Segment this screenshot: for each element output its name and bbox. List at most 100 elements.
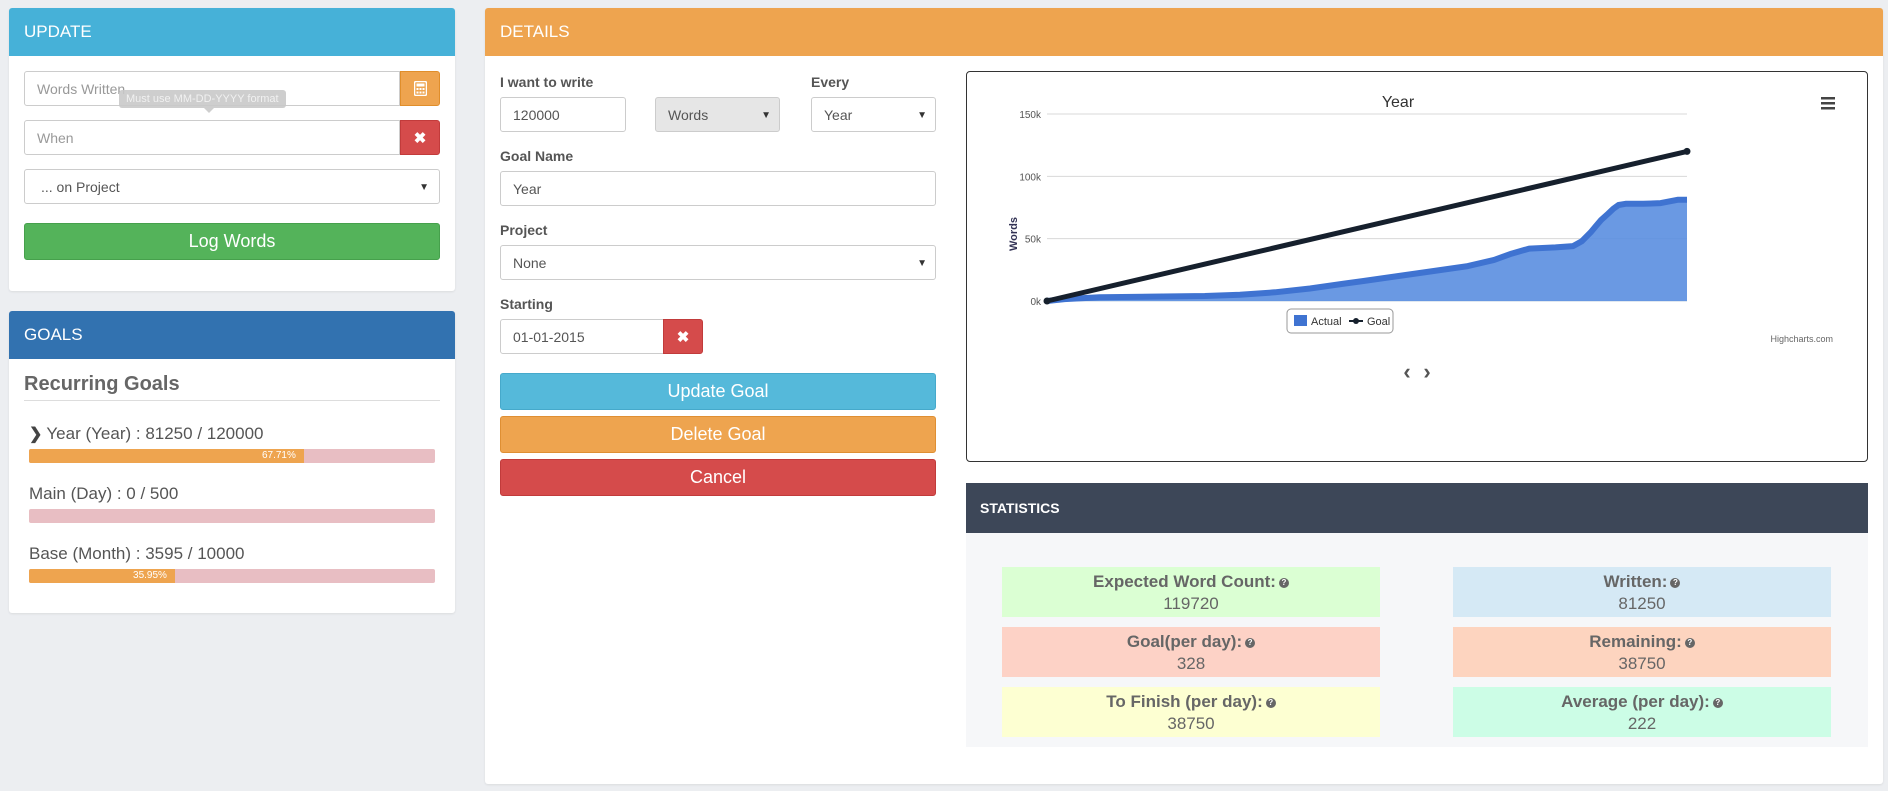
goal-name-input[interactable]: Year [500,171,936,206]
help-icon[interactable]: ? [1278,578,1289,588]
goal-item-main[interactable]: Main (Day) : 0 / 500 [29,483,435,523]
goal-point [1683,147,1691,155]
stat-value: 119720 [1163,594,1219,613]
chart-legend: Actual Goal [1286,308,1394,334]
stat-label: To Finish (per day): [1106,692,1263,711]
chart-menu-button[interactable] [1819,96,1837,112]
details-panel: DETAILS I want to write 120000 Words ▼ E… [485,8,1883,784]
stat-label: Expected Word Count: [1093,572,1276,591]
stat-label: Written: [1603,572,1668,591]
update-panel: UPDATE Words Written When ✖ Must use MM-… [9,8,455,291]
statistics-body: Expected Word Count:? 119720 Written:? 8… [966,533,1868,747]
delete-goal-button[interactable]: Delete Goal [500,416,936,453]
goals-panel-title: GOALS [9,311,455,359]
close-icon: ✖ [676,328,690,346]
goal-amount-input[interactable]: 120000 [500,97,626,132]
calculator-button[interactable] [400,71,440,106]
recurring-goals-heading: Recurring Goals [24,373,440,401]
y-tick-label: 150k [1019,110,1042,121]
chart-svg: Year Words 0k 50k 100k 150k Actual [1008,94,1837,384]
i-want-to-write-label: I want to write [500,74,594,90]
unit-select-value: Words [668,106,709,123]
help-icon[interactable]: ? [1712,698,1723,708]
caret-down-icon: ▼ [917,258,927,269]
goal-name-label: Goal Name [500,148,574,164]
help-icon[interactable]: ? [1245,638,1256,648]
chart-prev-button[interactable]: ‹ [1403,359,1410,384]
date-format-tooltip: Must use MM-DD-YYYY format [119,90,286,113]
stat-expected-word-count: Expected Word Count:? 119720 [1002,567,1380,617]
every-select[interactable]: Year ▼ [811,97,936,132]
stat-value: 38750 [1167,714,1215,733]
goal-series-markers [1043,147,1691,305]
caret-down-icon: ▼ [761,110,771,121]
calculator-icon [413,81,427,96]
when-group: When ✖ [24,120,440,155]
help-icon[interactable]: ? [1670,578,1681,588]
stat-value: 81250 [1618,594,1666,613]
project-label: Project [500,222,548,238]
statistics-header: STATISTICS [966,483,1868,533]
goals-panel: GOALS Recurring Goals ❯ Year (Year) : 812… [9,311,455,613]
caret-down-icon: ▼ [419,182,429,193]
chevron-right-icon: ❯ [29,426,43,443]
update-panel-title: UPDATE [9,8,455,56]
actual-series-line [1046,196,1687,304]
when-input[interactable]: When [24,120,400,155]
stat-written: Written:? 81250 [1453,567,1831,617]
stat-value: 38750 [1618,654,1666,673]
stat-remaining: Remaining:? 38750 [1453,627,1831,677]
unit-select[interactable]: Words ▼ [655,97,780,132]
help-icon[interactable]: ? [1684,638,1695,648]
goal-item-year[interactable]: ❯ Year (Year) : 81250 / 120000 67.71% [29,423,435,463]
stat-value: 328 [1176,654,1206,673]
cancel-button[interactable]: Cancel [500,459,936,496]
y-tick-label: 100k [1019,172,1042,183]
y-tick-label: 0k [1030,297,1042,308]
every-select-value: Year [824,106,853,123]
goal-project-select-value: None [513,254,547,271]
actual-area [1047,199,1687,301]
stat-label: Average (per day): [1561,692,1710,711]
goal-progress-bar [29,509,435,523]
project-select[interactable]: ... on Project ▼ [24,169,440,204]
goal-project-select[interactable]: None ▼ [500,245,936,280]
y-axis-label: Words [1008,217,1020,251]
goal-progress-bar: 35.95% [29,569,435,583]
goal-point [1043,297,1051,305]
goal-item-label: Year (Year) : 81250 / 120000 [46,424,264,443]
clear-starting-button[interactable]: ✖ [663,319,703,354]
stat-to-finish-per-day: To Finish (per day):? 38750 [1002,687,1380,737]
stat-goal-per-day: Goal(per day):? 328 [1002,627,1380,677]
progress-chart: Year Words 0k 50k 100k 150k Actual [966,71,1868,462]
stat-average-per-day: Average (per day):? 222 [1453,687,1831,737]
close-icon: ✖ [413,129,427,147]
starting-label: Starting [500,296,553,312]
chart-next-button[interactable]: › [1423,359,1430,384]
y-tick-label: 50k [1025,235,1042,246]
stat-value: 222 [1627,714,1657,733]
details-panel-title: DETAILS [485,8,1883,56]
project-select-value: ... on Project [41,178,120,195]
goal-item-label: Base (Month) : 3595 / 10000 [29,544,245,563]
goal-progress-fill: 67.71% [29,449,304,463]
stat-label: Remaining: [1589,632,1682,651]
update-goal-button[interactable]: Update Goal [500,373,936,410]
goal-progress-bar: 67.71% [29,449,435,463]
legend-item-goal[interactable]: Goal [1349,316,1390,328]
chart-title: Year [1382,94,1415,111]
legend-actual-label: Actual [1311,316,1342,328]
caret-down-icon: ▼ [917,110,927,121]
legend-goal-label: Goal [1367,316,1390,328]
goal-progress-fill: 35.95% [29,569,175,583]
every-label: Every [811,74,850,90]
clear-when-button[interactable]: ✖ [400,120,440,155]
goal-series-line [1046,148,1688,304]
legend-item-actual[interactable]: Actual [1294,315,1342,328]
chart-credits: Highcharts.com [1770,334,1833,344]
goal-item-base[interactable]: Base (Month) : 3595 / 10000 35.95% [29,543,435,583]
help-icon[interactable]: ? [1265,698,1276,708]
starting-date-input[interactable]: 01-01-2015 [500,319,665,354]
log-words-button[interactable]: Log Words [24,223,440,260]
goal-item-label: Main (Day) : 0 / 500 [29,484,179,503]
